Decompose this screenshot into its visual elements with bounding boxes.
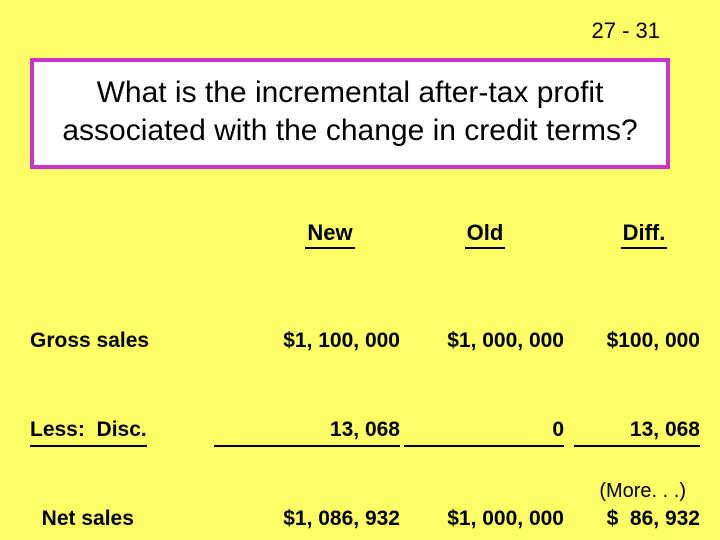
label-less-disc: Less: Disc. (30, 415, 204, 445)
header-old: Old (410, 220, 560, 249)
cell: 13, 068 (214, 415, 400, 445)
slide: 27 - 31 What is the incremental after-ta… (0, 0, 720, 540)
header-diff: Diff. (588, 220, 700, 249)
more-indicator: (More. . .) (599, 480, 686, 503)
label-gross-sales: Gross sales (30, 326, 204, 356)
cell: 13, 068 (574, 415, 700, 445)
cell: $1, 100, 000 (214, 326, 400, 356)
cell: 0 (404, 415, 564, 445)
column-old: $1, 000, 000 0 $1, 000, 000 750, 000 $ 2… (404, 266, 564, 540)
label-net-sales: Net sales (30, 504, 204, 534)
cell: $100, 000 (574, 326, 700, 356)
header-new: New (260, 220, 400, 249)
cell: $ 86, 932 (574, 504, 700, 534)
column-new: $1, 100, 000 13, 068 $1, 086, 932 825, 0… (214, 266, 400, 540)
cell: $1, 086, 932 (214, 504, 400, 534)
page-number: 27 - 31 (592, 18, 661, 44)
cell: $1, 000, 000 (404, 326, 564, 356)
row-labels: Gross sales Less: Disc. Net sales Prod. … (30, 266, 204, 540)
cell: $1, 000, 000 (404, 504, 564, 534)
title: What is the incremental after-tax profit… (30, 58, 670, 169)
